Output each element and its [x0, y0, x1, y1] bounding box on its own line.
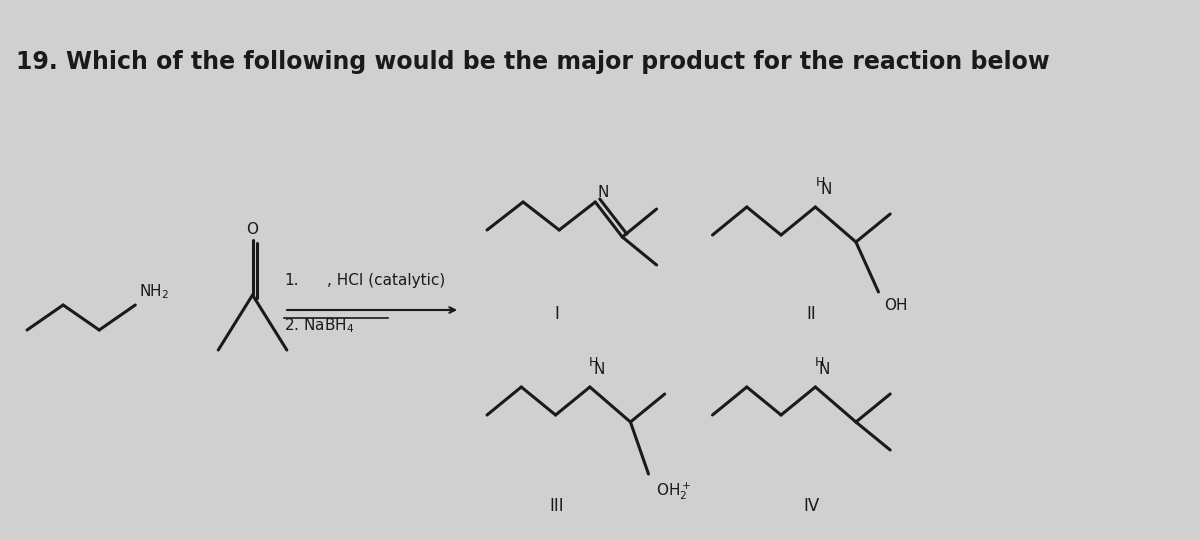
- Text: N: N: [821, 182, 832, 197]
- Text: N: N: [594, 362, 605, 377]
- Text: N: N: [818, 362, 830, 377]
- Text: H: H: [589, 356, 598, 370]
- Text: H: H: [816, 176, 826, 190]
- Text: O: O: [246, 223, 258, 238]
- Text: IV: IV: [804, 497, 820, 515]
- Text: OH$_2^+$: OH$_2^+$: [655, 480, 691, 502]
- Text: I: I: [554, 305, 559, 323]
- Text: OH: OH: [884, 298, 907, 313]
- Text: H: H: [815, 356, 823, 370]
- Text: 2. NaBH$_4$: 2. NaBH$_4$: [284, 316, 354, 335]
- Text: 1.: 1.: [284, 273, 299, 288]
- Text: 19. Which of the following would be the major product for the reaction below: 19. Which of the following would be the …: [17, 50, 1050, 74]
- Text: III: III: [550, 497, 564, 515]
- Text: NH$_2$: NH$_2$: [139, 282, 169, 301]
- Text: N: N: [598, 185, 608, 200]
- Text: II: II: [806, 305, 817, 323]
- Text: , HCI (catalytic): , HCI (catalytic): [328, 273, 445, 288]
